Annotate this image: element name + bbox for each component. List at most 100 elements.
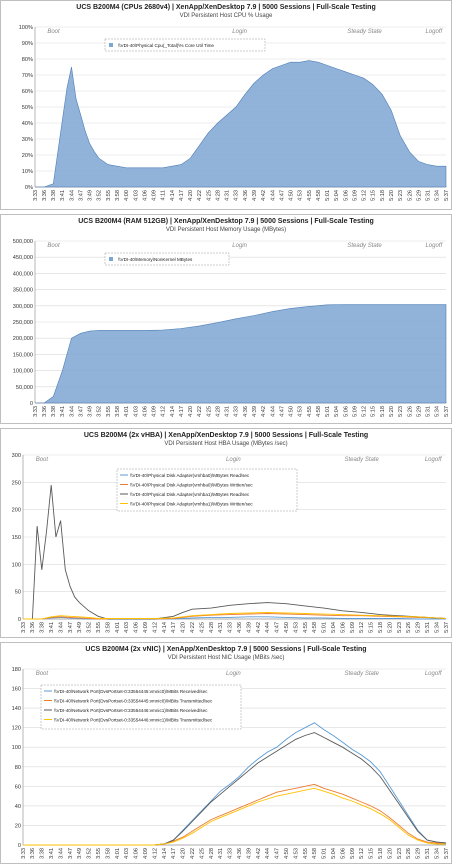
x-tick-label: 5:06 — [343, 190, 349, 201]
phase-label: Logoff — [425, 29, 443, 35]
phase-label: Boot — [47, 29, 60, 35]
x-tick-label: 4:20 — [181, 622, 187, 633]
legend-entry: \\VDI-40\Physical Disk Adapter(vmhba0)\M… — [130, 473, 250, 478]
y-tick-label: 60 — [15, 784, 21, 790]
x-tick-label: 4:06 — [142, 190, 148, 201]
x-tick-label: 4:14 — [170, 406, 176, 417]
x-tick-label: 4:03 — [133, 190, 139, 201]
y-tick-label: 40% — [22, 121, 33, 127]
x-tick-label: 5:01 — [322, 848, 328, 859]
x-tick-label: 4:01 — [115, 622, 121, 633]
x-tick-label: 4:17 — [171, 622, 177, 633]
x-tick-label: 5:29 — [416, 190, 422, 201]
chart-title: UCS B200M4 (CPUs 2680v4) | XenApp/XenDes… — [76, 4, 376, 11]
x-tick-label: 4:58 — [316, 190, 322, 201]
x-tick-label: 4:58 — [312, 622, 318, 633]
y-tick-label: 200 — [12, 508, 21, 514]
x-tick-label: 3:33 — [33, 406, 39, 417]
phase-label: Login — [226, 457, 241, 463]
y-tick-label: 90% — [22, 41, 33, 47]
phase-label: Steady State — [347, 243, 382, 249]
x-tick-label: 3:38 — [40, 848, 46, 859]
x-tick-label: 4:14 — [170, 190, 176, 201]
y-tick-label: 150 — [12, 535, 21, 541]
x-tick-label: 5:23 — [398, 190, 404, 201]
legend-box — [40, 684, 242, 730]
x-tick-label: 4:31 — [218, 848, 224, 859]
x-tick-label: 3:41 — [49, 622, 55, 633]
x-tick-label: 5:20 — [387, 848, 393, 859]
x-tick-label: 4:36 — [237, 848, 243, 859]
x-tick-label: 3:36 — [30, 848, 36, 859]
nic-chart-panel: UCS B200M4 (2x vNIC) | XenApp/XenDesktop… — [0, 642, 452, 864]
phase-label: Steady State — [344, 671, 379, 677]
legend-entry: \\VDI-40\Physical Disk Adapter(vmhba1)\M… — [130, 492, 250, 497]
y-tick-label: 0 — [30, 401, 33, 407]
y-tick-label: 450,000 — [13, 255, 33, 261]
x-tick-label: 4:22 — [197, 406, 203, 417]
x-tick-label: 5:15 — [371, 190, 377, 201]
y-tick-label: 80 — [15, 765, 21, 771]
y-tick-label: 160 — [12, 687, 21, 693]
phase-label: Boot — [36, 457, 49, 463]
x-tick-label: 3:44 — [69, 190, 75, 201]
x-tick-label: 4:50 — [284, 848, 290, 859]
x-tick-label: 5:26 — [407, 190, 413, 201]
x-tick-label: 3:41 — [60, 190, 66, 201]
x-tick-label: 5:06 — [340, 848, 346, 859]
x-tick-label: 5:23 — [397, 622, 403, 633]
x-tick-label: 5:20 — [389, 190, 395, 201]
x-tick-label: 4:47 — [275, 622, 281, 633]
x-tick-label: 5:01 — [325, 406, 331, 417]
x-tick-label: 5:26 — [407, 406, 413, 417]
x-tick-label: 3:47 — [68, 848, 74, 859]
y-tick-label: 200,000 — [13, 336, 33, 342]
x-tick-label: 5:31 — [426, 406, 432, 417]
cpu-chart-svg: 0%10%20%30%40%50%60%70%80%90%100%3:33 3:3… — [19, 25, 450, 201]
y-tick-label: 100% — [19, 25, 33, 31]
y-tick-label: 180 — [12, 667, 21, 673]
x-tick-label: 4:09 — [143, 848, 149, 859]
y-tick-label: 0 — [18, 843, 21, 849]
x-tick-label: 5:37 — [444, 622, 450, 633]
x-tick-label: 4:22 — [190, 848, 196, 859]
x-tick-label: 4:01 — [115, 848, 121, 859]
x-tick-label: 4:03 — [124, 622, 130, 633]
y-tick-label: 70% — [22, 73, 33, 79]
series-line — [23, 611, 447, 620]
x-tick-label: 5:12 — [362, 406, 368, 417]
x-tick-label: 4:58 — [312, 848, 318, 859]
x-tick-label: 5:12 — [359, 622, 365, 633]
x-tick-label: 4:50 — [289, 406, 295, 417]
x-tick-label: 3:58 — [105, 848, 111, 859]
x-tick-label: 5:18 — [380, 406, 386, 417]
x-tick-label: 4:25 — [199, 622, 205, 633]
nic-chart-svg: 0 20 40 60 80 100 120 140 160 180 3:33 3:36 3:38 3:41… — [12, 667, 450, 859]
x-tick-label: 3:52 — [87, 622, 93, 633]
x-tick-label: 3:55 — [96, 848, 102, 859]
x-tick-label: 3:58 — [105, 622, 111, 633]
legend-entry: \\VDI-40\Network Port(DvsPortset-0:33554… — [54, 689, 208, 694]
x-tick-label: 3:49 — [77, 622, 83, 633]
x-tick-label: 4:12 — [161, 406, 167, 417]
x-tick-label: 4:39 — [252, 406, 258, 417]
x-tick-label: 5:29 — [416, 848, 422, 859]
x-tick-label: 5:20 — [387, 622, 393, 633]
x-tick-label: 5:34 — [434, 848, 440, 859]
y-tick-label: 60% — [22, 89, 33, 95]
x-tick-label: 4:44 — [265, 848, 271, 859]
x-tick-label: 4:36 — [237, 622, 243, 633]
x-tick-label: 3:33 — [21, 622, 27, 633]
x-tick-label: 4:12 — [152, 848, 158, 859]
x-tick-label: 5:37 — [444, 848, 450, 859]
phase-label: Steady State — [347, 29, 382, 35]
y-tick-label: 300,000 — [13, 304, 33, 310]
x-tick-label: 4:17 — [179, 406, 185, 417]
y-tick-label: 50 — [15, 590, 21, 596]
x-tick-label: 5:09 — [350, 848, 356, 859]
x-tick-label: 4:03 — [133, 406, 139, 417]
x-tick-label: 5:09 — [350, 622, 356, 633]
x-tick-label: 4:25 — [206, 190, 212, 201]
x-tick-label: 4:33 — [234, 190, 240, 201]
x-tick-label: 4:33 — [234, 406, 240, 417]
